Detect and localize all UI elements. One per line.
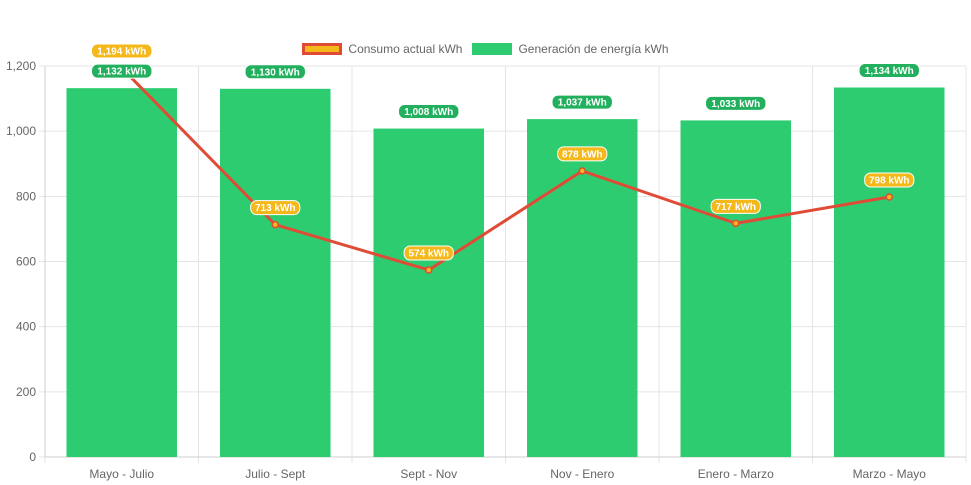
bar-generacion[interactable]	[373, 128, 485, 457]
data-label-generacion: 1,008 kWh	[404, 107, 453, 118]
data-label-generacion-bg	[91, 63, 153, 79]
x-tick-label: Nov - Enero	[550, 467, 614, 481]
legend-item-generacion[interactable]: Generación de energía kWh	[472, 42, 669, 56]
point-consumo[interactable]	[732, 219, 740, 228]
y-tick-label: 1,200	[6, 59, 36, 73]
point-consumo[interactable]	[885, 193, 893, 201]
data-label-consumo-bg	[91, 43, 153, 59]
legend-swatch-consumo	[302, 43, 343, 55]
y-tick-label: 600	[16, 255, 36, 269]
data-label-generacion-bg	[398, 104, 460, 120]
y-tick-label: 400	[16, 320, 36, 334]
y-tick-label: 0	[29, 450, 36, 464]
point-consumo[interactable]	[578, 167, 586, 175]
point-consumo[interactable]	[271, 220, 279, 229]
data-label-consumo: 717 kWh	[715, 202, 756, 213]
bar-generacion[interactable]	[219, 88, 331, 457]
bar-generacion[interactable]	[833, 87, 945, 457]
x-tick-label: Sept - Nov	[400, 467, 457, 481]
x-tick-label: Mayo - Julio	[89, 467, 154, 481]
line-consumo[interactable]	[120, 66, 890, 272]
bar-generacion[interactable]	[680, 120, 792, 457]
legend-label-generacion: Generación de energía kWh	[518, 42, 669, 56]
data-label-generacion: 1,033 kWh	[711, 99, 760, 110]
legend-label-consumo: Consumo actual kWh	[348, 42, 463, 56]
x-tick-label: Enero - Marzo	[698, 467, 774, 481]
x-tick-label: Marzo - Mayo	[853, 467, 927, 481]
bar-generacion[interactable]	[66, 88, 178, 457]
y-tick-label: 1,000	[6, 124, 36, 138]
data-label-consumo: 878 kWh	[562, 149, 603, 160]
data-label-consumo-bg	[864, 172, 915, 188]
data-label-generacion: 1,130 kWh	[251, 67, 300, 78]
y-tick-label: 800	[16, 189, 36, 203]
data-label-consumo-bg	[250, 200, 301, 216]
data-label-consumo-bg	[403, 245, 454, 261]
data-label-generacion-bg	[551, 94, 613, 110]
data-label-consumo-bg	[557, 146, 608, 162]
x-tick-label: Julio - Sept	[245, 467, 306, 481]
data-label-generacion: 1,037 kWh	[558, 98, 607, 109]
bar-generacion[interactable]	[526, 119, 638, 457]
legend: Consumo actual kWh Generación de energía…	[0, 42, 971, 56]
data-label-consumo: 574 kWh	[408, 248, 449, 259]
data-label-generacion: 1,134 kWh	[865, 66, 914, 77]
legend-item-consumo[interactable]: Consumo actual kWh	[302, 42, 462, 56]
data-label-generacion-bg	[858, 63, 920, 79]
data-label-consumo: 1,194 kWh	[97, 46, 146, 57]
data-label-generacion-bg	[244, 64, 306, 80]
data-label-consumo: 798 kWh	[869, 175, 910, 186]
data-label-generacion: 1,132 kWh	[97, 67, 146, 78]
data-label-generacion-bg	[705, 95, 767, 111]
data-label-consumo-bg	[710, 198, 761, 214]
data-label-consumo: 713 kWh	[255, 203, 296, 214]
legend-swatch-generacion	[472, 43, 513, 55]
y-tick-label: 200	[16, 385, 36, 399]
point-consumo[interactable]	[425, 266, 433, 274]
